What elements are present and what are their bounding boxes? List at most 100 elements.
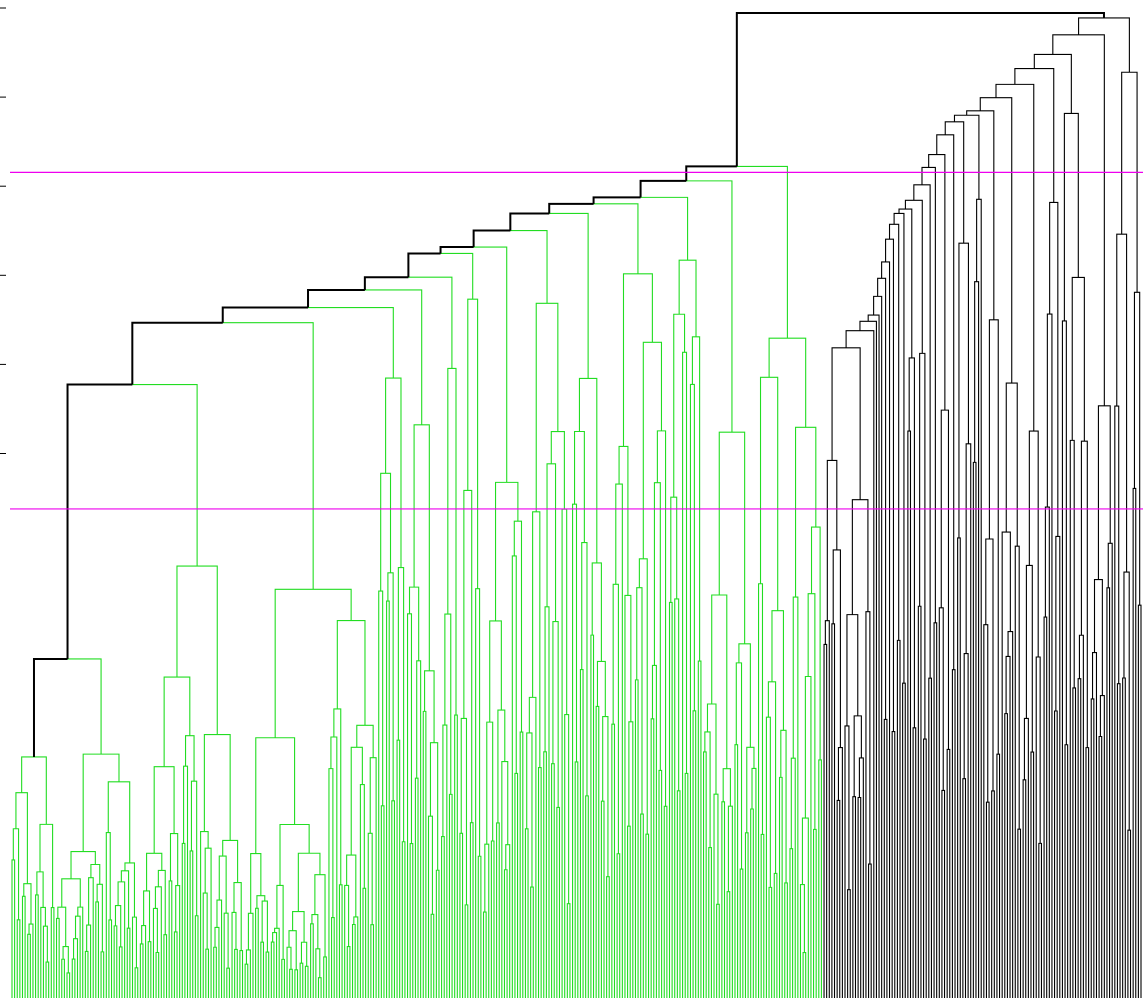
green-merge-link	[439, 246, 508, 483]
green-merge-link	[490, 840, 495, 998]
green-merge-link	[484, 843, 490, 998]
green-merge-link	[270, 941, 275, 998]
green-merge-link	[722, 768, 731, 807]
green-merge-link	[274, 927, 280, 998]
green-merge-link	[61, 958, 65, 998]
green-merge-link	[387, 572, 394, 801]
green-merge-link	[616, 853, 621, 998]
green-merge-link	[691, 336, 701, 662]
green-merge-link	[642, 341, 663, 559]
green-merge-link	[202, 892, 208, 998]
green-merge-link	[231, 911, 237, 998]
green-merge-link	[697, 660, 702, 998]
green-merge-link	[477, 855, 482, 998]
green-merge-link	[28, 923, 34, 998]
green-merge-link	[596, 660, 606, 717]
green-merge-link	[310, 923, 314, 998]
black-merge-link	[1005, 382, 1018, 547]
green-merge-link	[414, 777, 419, 998]
green-merge-link	[519, 731, 524, 998]
green-merge-link	[750, 808, 754, 998]
green-merge-link	[39, 823, 54, 908]
highlighted-path-segment	[685, 165, 737, 181]
green-merge-link	[424, 670, 435, 743]
black-merge-link	[1038, 842, 1043, 998]
black-merge-link	[1127, 829, 1132, 998]
green-merge-link	[356, 724, 374, 758]
green-merge-link	[463, 489, 473, 823]
black-merge-link	[1106, 587, 1111, 998]
green-merge-link	[526, 732, 533, 888]
green-merge-link	[579, 669, 584, 998]
green-merge-link	[247, 912, 254, 998]
green-merge-link	[276, 884, 284, 960]
green-merge-link	[572, 503, 578, 998]
black-merge-link	[836, 799, 841, 998]
green-merge-link	[765, 716, 771, 998]
green-merge-link	[146, 852, 163, 891]
green-subtree	[11, 165, 822, 998]
green-merge-link	[497, 709, 506, 823]
black-merge-link	[1116, 233, 1128, 573]
green-merge-link	[200, 831, 209, 998]
green-merge-link	[564, 714, 570, 998]
highlighted-path-segment	[221, 306, 309, 323]
green-merge-link	[70, 851, 96, 879]
green-merge-link	[351, 923, 356, 998]
green-merge-link	[505, 844, 511, 998]
green-merge-link	[397, 567, 405, 842]
black-merge-link	[996, 753, 1001, 998]
black-merge-link	[1022, 779, 1027, 998]
green-merge-link	[114, 905, 122, 947]
green-merge-link	[50, 907, 55, 998]
green-merge-link	[300, 941, 308, 967]
green-merge-link	[239, 950, 244, 998]
black-merge-link	[972, 461, 977, 998]
green-merge-link	[496, 822, 500, 998]
black-merge-link	[859, 320, 877, 998]
green-merge-link	[550, 431, 565, 510]
black-merge-link	[1071, 276, 1085, 442]
green-merge-link	[771, 610, 784, 731]
green-merge-link	[100, 951, 105, 998]
green-merge-link	[537, 767, 542, 998]
green-merge-link	[279, 823, 310, 886]
black-merge-link	[904, 199, 923, 354]
green-merge-link	[799, 884, 805, 998]
black-merge-link	[1025, 564, 1033, 753]
black-merge-link	[1093, 578, 1103, 696]
green-merge-link	[435, 869, 440, 998]
green-merge-link	[255, 737, 296, 854]
highlighted-path-segment	[407, 252, 441, 278]
green-merge-link	[344, 884, 350, 998]
green-merge-link	[454, 714, 458, 998]
green-merge-link	[469, 822, 474, 998]
green-merge-link	[673, 313, 686, 498]
green-merge-link	[222, 306, 394, 379]
green-merge-link	[294, 969, 299, 998]
black-merge-link	[976, 198, 982, 998]
green-merge-link	[107, 781, 131, 863]
green-merge-link	[61, 878, 81, 908]
green-merge-link	[494, 481, 519, 621]
green-merge-link	[760, 833, 765, 998]
green-merge-link	[678, 259, 697, 337]
green-merge-link	[350, 746, 363, 856]
black-merge-link	[1097, 405, 1111, 580]
green-merge-link	[734, 744, 739, 998]
green-merge-link	[353, 916, 359, 998]
black-merge-link	[938, 607, 944, 998]
green-merge-link	[244, 963, 249, 998]
green-merge-link	[369, 757, 377, 998]
black-merge-link	[1123, 571, 1130, 831]
green-merge-link	[88, 877, 94, 998]
green-merge-link	[532, 511, 541, 768]
black-merge-link	[831, 347, 861, 500]
black-merge-link	[985, 801, 990, 998]
green-merge-link	[509, 212, 589, 379]
black-merge-link	[1055, 535, 1061, 998]
black-merge-link	[888, 223, 900, 641]
black-merge-link	[826, 459, 838, 621]
green-merge-link	[205, 948, 210, 998]
black-merge-link	[1014, 545, 1020, 998]
